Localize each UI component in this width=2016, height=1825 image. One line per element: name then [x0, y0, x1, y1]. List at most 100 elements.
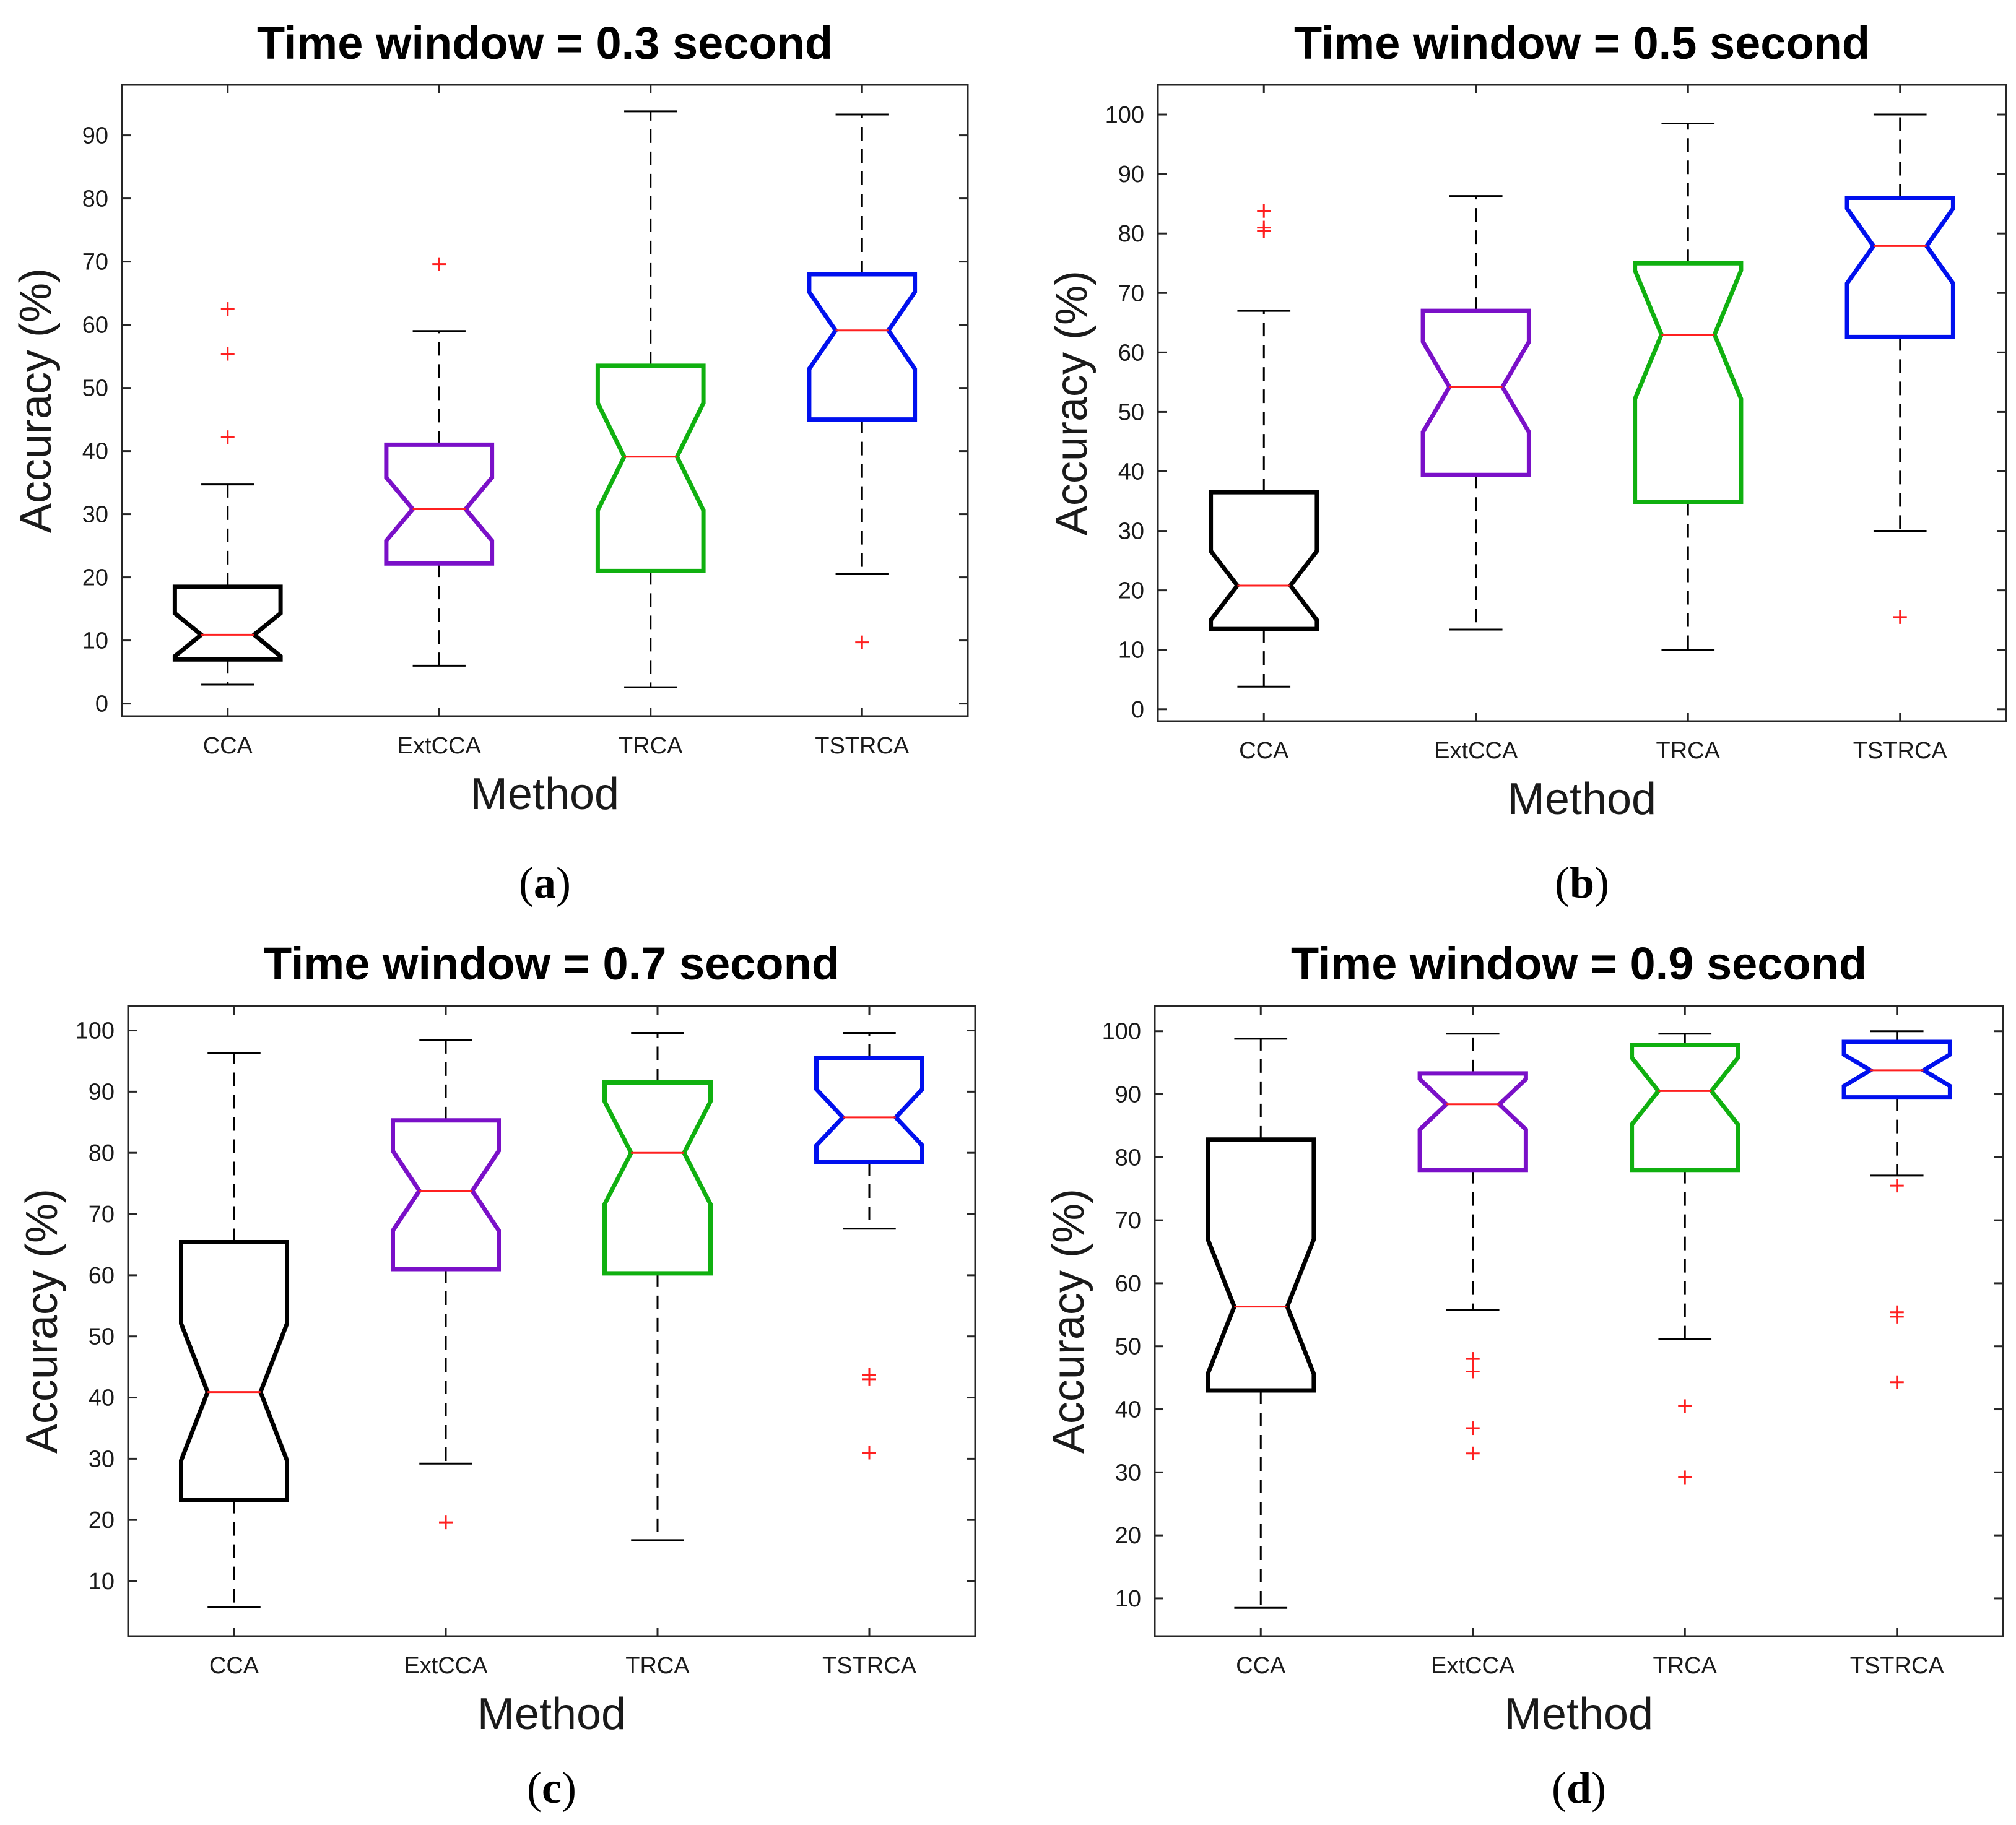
y-tick-label: 50 — [89, 1324, 115, 1350]
box-trca — [1630, 1033, 1740, 1485]
notched-box — [172, 584, 283, 662]
outlier-marker — [1893, 610, 1907, 624]
x-axis-label: Method — [471, 769, 619, 819]
panel-caption: (c) — [527, 1763, 576, 1813]
notched-box — [179, 1240, 289, 1502]
y-tick-label: 70 — [89, 1202, 115, 1228]
outlier-marker — [1678, 1399, 1692, 1413]
y-tick-label: 60 — [89, 1263, 115, 1289]
box-tstrca — [1841, 1030, 1952, 1389]
y-tick-label: 10 — [1118, 638, 1144, 664]
outlier-marker — [432, 257, 446, 271]
panel-caption: (d) — [1552, 1763, 1606, 1813]
x-axis-label: Method — [477, 1689, 626, 1739]
x-tick-label: TSTRCA — [815, 733, 910, 759]
x-tick-label: TSTRCA — [1853, 738, 1948, 764]
box-cca — [1206, 1038, 1316, 1609]
notched-box — [602, 1080, 713, 1276]
y-tick-label: 70 — [1118, 280, 1144, 306]
box-trca — [1633, 122, 1744, 651]
y-tick-label: 30 — [1118, 519, 1144, 545]
x-tick-label: CCA — [203, 733, 253, 759]
x-axis-label: Method — [1505, 1689, 1653, 1739]
box-cca — [172, 302, 283, 686]
outlier-marker — [1678, 1470, 1692, 1485]
y-tick-label: 80 — [1118, 221, 1144, 247]
x-tick-label: TRCA — [625, 1653, 690, 1679]
outlier-marker — [1466, 1446, 1480, 1460]
x-tick-label: ExtCCA — [404, 1653, 488, 1679]
box-extcca — [384, 257, 495, 667]
y-tick-label: 40 — [82, 439, 108, 465]
x-tick-label: CCA — [1239, 738, 1289, 764]
outlier-marker — [1466, 1421, 1480, 1436]
y-tick-label: 20 — [1115, 1523, 1141, 1549]
x-tick-label: ExtCCA — [398, 733, 482, 759]
x-tick-label: ExtCCA — [1431, 1653, 1515, 1679]
outlier-marker — [862, 1372, 876, 1386]
outlier-marker — [1890, 1179, 1904, 1193]
y-tick-label: 50 — [1115, 1334, 1141, 1360]
y-tick-label: 10 — [89, 1569, 115, 1595]
panel-letter: b — [1570, 858, 1594, 908]
chart-title: Time window = 0.9 second — [1291, 938, 1867, 989]
x-tick-label: CCA — [1236, 1653, 1286, 1679]
notched-box — [595, 363, 706, 573]
panel-letter: c — [542, 1763, 562, 1813]
y-axis-label: Accuracy (%) — [1044, 1189, 1093, 1454]
y-tick-label: 20 — [89, 1507, 115, 1533]
y-tick-label: 60 — [82, 313, 108, 339]
outlier-marker — [862, 1446, 876, 1460]
y-axis-label: Accuracy (%) — [11, 268, 61, 533]
box-extcca — [1420, 195, 1531, 631]
notched-box — [807, 272, 918, 422]
outlier-marker — [1890, 1309, 1904, 1324]
panel-d: Time window = 0.9 second 10 20 30 40 50 60 70 80… — [1044, 938, 2004, 1813]
outlier-marker — [1466, 1352, 1480, 1366]
y-tick-label: 80 — [89, 1140, 115, 1166]
y-tick-label: 60 — [1118, 340, 1144, 366]
plot-area — [121, 84, 969, 717]
x-axis-label: Method — [1508, 774, 1656, 824]
panel-letter: d — [1566, 1763, 1591, 1813]
notched-box — [1630, 1043, 1740, 1173]
box-tstrca — [814, 1031, 924, 1460]
y-tick-label: 90 — [1115, 1082, 1141, 1108]
box-extcca — [391, 1039, 501, 1530]
y-tick-label: 30 — [82, 502, 108, 528]
y-tick-label: 100 — [1102, 1019, 1141, 1045]
chart-title: Time window = 0.3 second — [257, 17, 833, 69]
y-tick-label: 0 — [1131, 697, 1144, 723]
y-tick-label: 20 — [82, 565, 108, 591]
y-tick-label: 10 — [1115, 1586, 1141, 1612]
outlier-marker — [220, 430, 235, 444]
notched-box — [1633, 261, 1744, 504]
notched-box — [1417, 1071, 1528, 1173]
chart-title: Time window = 0.7 second — [264, 938, 840, 989]
y-tick-label: 90 — [1118, 162, 1144, 188]
x-tick-label: CCA — [209, 1653, 259, 1679]
x-tick-label: TRCA — [1653, 1653, 1718, 1679]
plot-area — [1157, 84, 2007, 722]
outlier-marker — [220, 347, 235, 361]
outlier-marker — [1257, 204, 1271, 218]
box-tstrca — [807, 113, 918, 649]
notched-box — [1209, 490, 1319, 631]
y-tick-label: 50 — [1118, 399, 1144, 425]
x-tick-label: TSTRCA — [1850, 1653, 1945, 1679]
y-tick-label: 70 — [82, 249, 108, 275]
x-tick-label: ExtCCA — [1434, 738, 1518, 764]
y-tick-label: 90 — [82, 123, 108, 149]
panel-caption: (b) — [1555, 858, 1609, 908]
y-tick-label: 30 — [1115, 1460, 1141, 1486]
y-tick-label: 40 — [1118, 459, 1144, 485]
outlier-marker — [439, 1515, 453, 1530]
outlier-marker — [1257, 224, 1271, 238]
chart-title: Time window = 0.5 second — [1294, 17, 1870, 69]
y-tick-label: 100 — [1105, 102, 1144, 128]
panel-caption: (a) — [519, 858, 571, 908]
notched-box — [384, 442, 495, 566]
box-extcca — [1417, 1033, 1528, 1460]
panel-c: Time window = 0.7 second 10 20 30 40 50 60 70 80… — [17, 938, 976, 1813]
x-tick-label: TRCA — [1656, 738, 1721, 764]
